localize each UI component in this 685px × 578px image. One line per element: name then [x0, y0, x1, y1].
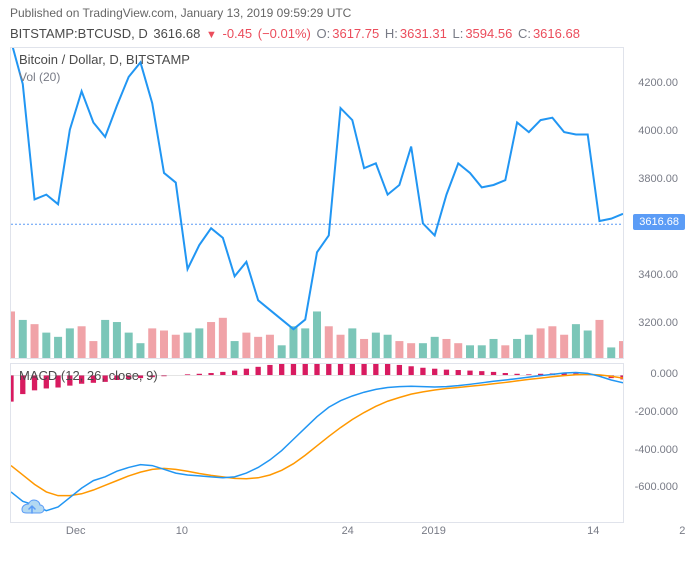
main-chart-title: Bitcoin / Dollar, D, BITSTAMP — [19, 52, 190, 67]
macd-pane[interactable]: MACD (12, 26, close, 9) — [10, 363, 624, 523]
symbol-name[interactable]: BITSTAMP:BTCUSD, D — [10, 26, 148, 41]
macd-tick: 0.000 — [650, 368, 678, 380]
price-tick: 3800.00 — [638, 173, 678, 185]
time-tick: 14 — [587, 525, 599, 537]
time-tick: 10 — [176, 525, 188, 537]
low-label: L: — [452, 26, 463, 41]
price-tick: 3200.00 — [638, 317, 678, 329]
high-value: 3631.31 — [400, 26, 447, 41]
time-tick: 24 — [342, 525, 354, 537]
price-tick: 3400.00 — [638, 269, 678, 281]
time-tick: 22 — [679, 525, 685, 537]
macd-tick: -400.000 — [635, 444, 678, 456]
open-value: 3617.75 — [332, 26, 379, 41]
last-price: 3616.68 — [153, 26, 200, 41]
cloud-icon[interactable] — [18, 499, 46, 519]
low-value: 3594.56 — [465, 26, 512, 41]
macd-y-axis: 0.000 -200.000 -400.000 -600.000 — [624, 363, 684, 523]
main-chart-svg — [11, 48, 623, 358]
open-label: O: — [317, 26, 331, 41]
macd-tick: -600.000 — [635, 481, 678, 493]
volume-indicator-label: Vol (20) — [19, 70, 60, 84]
down-arrow-icon: ▼ — [206, 29, 217, 41]
change-pct: (−0.01%) — [258, 26, 311, 41]
close-value: 3616.68 — [533, 26, 580, 41]
price-tick: 4000.00 — [638, 125, 678, 137]
header-bar: Published on TradingView.com, January 13… — [0, 0, 685, 24]
time-tick: Dec — [66, 525, 86, 537]
time-x-axis: Dec102420191422 — [10, 525, 624, 545]
time-tick: 2019 — [421, 525, 445, 537]
macd-title: MACD (12, 26, close, 9) — [19, 368, 158, 383]
macd-chart-svg — [11, 364, 623, 522]
price-tick: 4200.00 — [638, 77, 678, 89]
macd-tick: -200.000 — [635, 406, 678, 418]
chart-container: Bitcoin / Dollar, D, BITSTAMP Vol (20) 4… — [0, 47, 685, 577]
current-price-marker: 3616.68 — [633, 214, 685, 230]
close-label: C: — [518, 26, 531, 41]
high-label: H: — [385, 26, 398, 41]
symbol-info-bar: BITSTAMP:BTCUSD, D 3616.68 ▼ -0.45 (−0.0… — [0, 24, 685, 47]
change-value: -0.45 — [222, 26, 252, 41]
published-text: Published on TradingView.com, January 13… — [10, 6, 351, 20]
main-price-pane[interactable]: Bitcoin / Dollar, D, BITSTAMP Vol (20) — [10, 47, 624, 359]
price-y-axis: 4200.004000.003800.003600.003400.003200.… — [624, 47, 684, 359]
